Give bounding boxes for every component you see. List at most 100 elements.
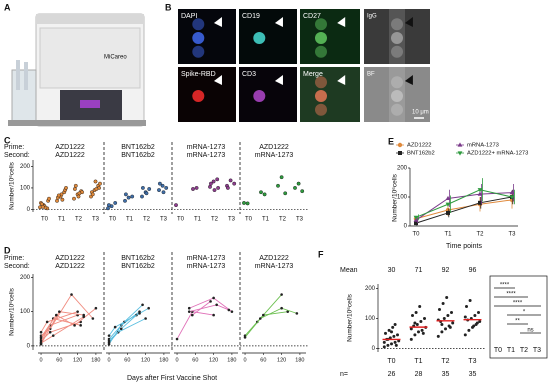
significance-label: * <box>523 310 526 316</box>
data-point <box>212 313 215 317</box>
data-point <box>141 303 144 307</box>
arrowhead <box>274 75 283 85</box>
x-tick-label: 0 <box>176 357 179 363</box>
x-tick-label: T1 <box>194 217 202 223</box>
data-point <box>259 190 263 195</box>
micrograph <box>178 9 236 64</box>
legend-marker <box>457 151 463 156</box>
data-point <box>212 188 217 192</box>
y-axis-label: Number/10⁶cells <box>9 161 16 210</box>
data-point <box>48 330 52 334</box>
channel-label: DAPI <box>181 13 197 20</box>
arrowhead <box>337 75 346 85</box>
data-point <box>187 310 191 313</box>
cell <box>315 103 327 116</box>
data-point <box>124 192 128 197</box>
micrograph <box>239 9 297 64</box>
x-tick-label: 0 <box>108 357 111 363</box>
data-point <box>227 308 231 312</box>
group-prime: AZD1222 <box>55 144 85 151</box>
data-point <box>445 295 449 299</box>
data-point <box>107 203 111 208</box>
data-point <box>211 179 216 184</box>
y-tick-label: 200 <box>397 166 408 172</box>
data-point <box>107 334 111 337</box>
data-point <box>232 181 237 186</box>
data-point <box>387 328 391 332</box>
x-tick-label: T1 <box>262 217 270 223</box>
data-point <box>174 203 178 208</box>
data-point <box>228 178 233 183</box>
data-point <box>82 315 86 319</box>
data-point <box>126 195 131 200</box>
data-point <box>212 296 215 300</box>
y-tick-label: 0 <box>27 343 31 349</box>
data-point <box>382 340 386 344</box>
data-point <box>98 181 102 186</box>
x-tick-label: 60 <box>56 357 62 363</box>
micrograph <box>300 9 360 64</box>
data-point <box>245 201 250 206</box>
data-point <box>73 324 76 327</box>
data-point <box>40 204 45 209</box>
y-axis-label: Number/10⁶cells <box>9 287 16 336</box>
cell <box>391 103 403 116</box>
x-tick-label: 0 <box>40 357 43 363</box>
data-point <box>60 197 65 202</box>
data-point <box>393 340 397 344</box>
significance-label: **** <box>513 301 523 307</box>
data-point <box>444 327 447 331</box>
data-point <box>283 191 288 196</box>
subject-line <box>176 311 214 340</box>
data-point <box>70 293 73 296</box>
arrowhead <box>274 17 283 27</box>
data-point <box>208 181 213 186</box>
marker <box>414 221 418 226</box>
group-second: mRNA-1273 <box>187 263 226 270</box>
significance-box <box>489 275 548 359</box>
panel-label: A <box>4 2 11 12</box>
data-point <box>93 179 98 184</box>
marker <box>477 191 483 196</box>
data-point <box>225 186 230 190</box>
data-point <box>276 183 280 188</box>
x-tick-label: T1 <box>444 232 452 238</box>
data-point <box>258 317 262 320</box>
data-point <box>392 334 396 338</box>
group-prime: AZD1222 <box>259 255 289 262</box>
mean-value: 71 <box>415 267 423 274</box>
data-point <box>409 327 413 331</box>
cell <box>192 45 205 58</box>
x-axis-label: Time points <box>446 243 482 250</box>
cell <box>391 32 403 44</box>
data-point <box>94 306 98 310</box>
cell <box>391 76 403 89</box>
data-point <box>39 341 43 345</box>
cell <box>315 76 327 89</box>
data-point <box>175 337 179 341</box>
x-tick-label: T3 <box>228 217 236 223</box>
data-point <box>296 181 301 186</box>
prime-label: Prime: <box>4 255 24 262</box>
x-tick-label: 120 <box>277 357 286 363</box>
significance-label: ** <box>515 319 520 325</box>
data-point <box>72 196 76 201</box>
x-tick-label: T3 <box>508 232 516 238</box>
cell <box>391 18 403 31</box>
data-point <box>414 310 418 314</box>
x-tick-label: T2 <box>279 217 287 223</box>
data-point <box>119 327 123 331</box>
data-point <box>451 321 455 325</box>
x-tick-label: 180 <box>159 357 168 363</box>
data-point <box>438 307 441 311</box>
data-point <box>130 194 135 199</box>
data-point <box>94 187 99 191</box>
x-axis-label: Days after First Vaccine Shot <box>127 375 217 382</box>
mean-value: 92 <box>442 267 450 274</box>
group-second: mRNA-1273 <box>255 263 294 270</box>
n-label: n= <box>340 371 348 378</box>
data-point <box>441 301 445 305</box>
arrowhead <box>213 75 222 85</box>
data-point <box>113 325 117 329</box>
